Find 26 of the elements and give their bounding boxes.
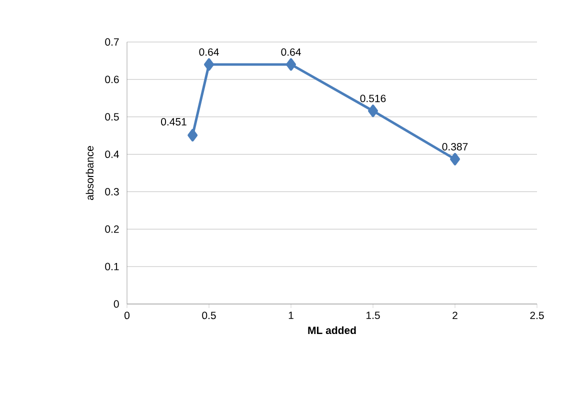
- y-tick-label: 0.2: [105, 225, 119, 233]
- point: [286, 58, 296, 71]
- y-tick-label: 0.3: [105, 188, 119, 196]
- point: [368, 104, 378, 118]
- x-tick-label: 1: [288, 312, 294, 319]
- y-tick-label: 0: [114, 300, 119, 308]
- x-tick-label: 0: [124, 312, 130, 320]
- data-label: 0.387: [442, 143, 468, 150]
- data-label: 0.516: [360, 94, 386, 102]
- y-tick-label: 0.1: [105, 262, 119, 270]
- point: [188, 128, 198, 142]
- y-axis-title: absorbance: [86, 146, 94, 200]
- data-label: 0.451: [161, 118, 186, 126]
- y-tick-label: 0.7: [105, 38, 119, 46]
- y-tick-label: 0.4: [105, 150, 119, 158]
- y-tick-label: 0.5: [105, 113, 119, 121]
- data-label: 0.64: [281, 48, 301, 56]
- x-tick-label: 2.5: [530, 312, 544, 320]
- data-label: 0.64: [199, 48, 219, 56]
- point: [204, 58, 214, 71]
- x-axis-title: ML added: [308, 326, 356, 334]
- point: [450, 152, 460, 166]
- x-tick-label: 2: [452, 312, 458, 320]
- y-tick-label: 0.6: [105, 76, 119, 84]
- x-tick-label: 0.5: [202, 312, 216, 320]
- x-tick-label: 1.5: [366, 312, 380, 320]
